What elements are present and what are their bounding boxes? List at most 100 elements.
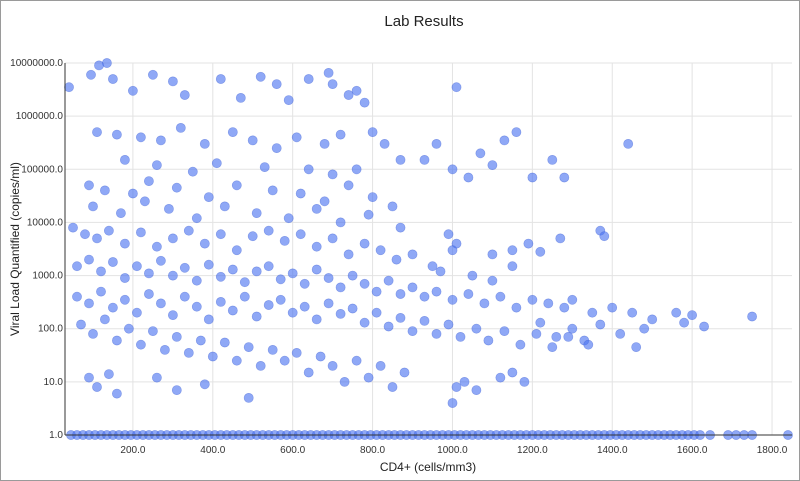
data-point (327, 79, 338, 89)
data-point (255, 360, 266, 371)
data-point (251, 208, 262, 218)
data-point (343, 249, 354, 260)
data-point (303, 74, 314, 84)
data-point (583, 339, 594, 350)
data-point (299, 278, 310, 289)
x-tick-label: 1400.0 (597, 445, 628, 456)
data-point (151, 241, 162, 252)
data-point (447, 294, 458, 305)
data-point (92, 127, 102, 138)
data-point (191, 213, 202, 224)
data-point (203, 314, 214, 325)
data-point (251, 266, 262, 277)
data-point (547, 154, 558, 165)
data-point (171, 385, 182, 395)
data-point (191, 301, 202, 312)
data-point (303, 367, 314, 378)
data-point (151, 160, 162, 170)
data-point (347, 303, 358, 314)
data-point (567, 323, 578, 334)
data-point (135, 339, 146, 350)
data-point (72, 291, 82, 302)
data-point (183, 225, 194, 236)
data-point (335, 308, 346, 319)
data-point (143, 289, 154, 299)
data-point (395, 312, 406, 323)
y-tick-label: 10.0 (44, 377, 64, 388)
y-tick-labels: 1.0 10.0 100.0 1000.0 10000.0 100000.0 1000000… (10, 58, 63, 441)
data-point (179, 262, 190, 273)
data-point (395, 154, 406, 165)
data-point (199, 238, 210, 249)
data-point (88, 328, 98, 339)
data-point (435, 266, 446, 277)
data-point (171, 331, 182, 342)
data-point (535, 317, 546, 328)
data-point (595, 319, 606, 330)
data-point (431, 138, 442, 149)
data-point (275, 274, 286, 285)
grid-lines (65, 62, 792, 436)
data-point (195, 335, 206, 346)
data-point (131, 307, 142, 318)
data-point (267, 344, 278, 355)
data-point (151, 372, 162, 383)
data-point (120, 238, 130, 249)
data-point (112, 129, 122, 140)
data-point (108, 74, 118, 84)
data-point (311, 314, 322, 325)
data-point (351, 164, 362, 175)
data-point (295, 188, 306, 199)
data-point (100, 314, 110, 325)
data-point (167, 233, 178, 244)
data-point (419, 154, 430, 165)
data-point (419, 291, 430, 302)
data-point (647, 314, 658, 325)
data-point (615, 328, 626, 339)
data-point (563, 331, 574, 342)
data-point (327, 360, 338, 371)
data-point (215, 74, 226, 84)
data-point (459, 376, 470, 387)
data-point (143, 176, 154, 186)
data-point (607, 302, 618, 313)
data-point (335, 217, 346, 228)
data-point (199, 138, 210, 149)
data-point (283, 95, 294, 105)
data-point (471, 385, 482, 395)
data-point (523, 238, 534, 249)
data-point (287, 268, 298, 279)
data-point (94, 60, 104, 71)
data-point (291, 347, 302, 358)
data-point (243, 342, 254, 352)
data-point (279, 235, 290, 246)
data-point (243, 392, 254, 403)
data-point (135, 227, 146, 238)
data-point (227, 127, 238, 138)
data-point (375, 360, 386, 371)
data-point (507, 367, 518, 378)
data-point (531, 328, 542, 339)
data-point (179, 291, 190, 302)
data-point (215, 229, 226, 240)
data-point (319, 196, 330, 207)
data-point (327, 233, 338, 244)
data-point (255, 71, 266, 82)
x-tick-label: 600.0 (280, 445, 305, 456)
data-point (143, 268, 154, 279)
data-point (475, 148, 486, 159)
data-point (419, 315, 430, 326)
data-point (395, 222, 406, 233)
data-point (219, 201, 230, 212)
data-point (203, 259, 214, 270)
data-point (247, 135, 258, 146)
data-point (131, 261, 142, 272)
data-point (84, 254, 94, 265)
data-point (271, 79, 282, 89)
data-point (587, 307, 598, 318)
data-point (211, 158, 222, 169)
data-point (555, 233, 566, 244)
data-point (527, 294, 538, 305)
data-point (311, 241, 322, 252)
data-point (311, 203, 322, 214)
